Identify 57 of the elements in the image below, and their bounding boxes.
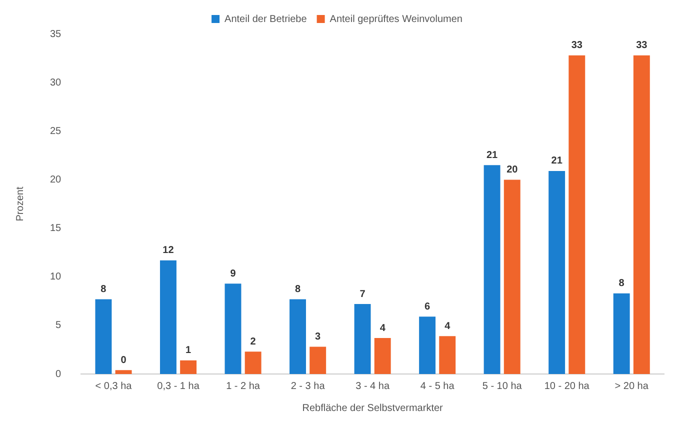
bar: [548, 170, 566, 374]
legend-label: Anteil der Betriebe: [224, 14, 308, 25]
x-axis-title: Rebfläche der Selbstvermarkter: [302, 402, 444, 414]
data-label: 4: [444, 320, 451, 332]
data-label: 9: [230, 268, 236, 280]
data-label: 33: [636, 40, 648, 52]
bar: [95, 299, 112, 374]
data-label: 3: [315, 332, 322, 343]
bar: [374, 338, 391, 374]
y-tick-label: 30: [50, 77, 62, 88]
legend-label: Anteil geprüftes Weinvolumen: [330, 14, 462, 25]
y-tick-label: 25: [50, 126, 62, 137]
data-label: 8: [294, 284, 301, 295]
data-label: 2: [250, 336, 256, 348]
bar: [504, 180, 520, 374]
data-label: 21: [551, 156, 563, 167]
y-tick-label: 5: [56, 320, 62, 332]
data-label: 4: [380, 322, 386, 334]
x-tick-label: 0,3 - 1 ha: [157, 380, 200, 392]
bar: [568, 55, 586, 374]
bar: [419, 316, 436, 374]
x-tick-label: 5 - 10 ha: [482, 380, 522, 392]
data-label: 33: [571, 40, 583, 52]
x-tick-label: 3 - 4 ha: [356, 380, 390, 392]
bar: [310, 346, 326, 374]
data-label: 8: [100, 284, 107, 295]
bar: [633, 55, 650, 374]
bar: [244, 352, 262, 374]
x-tick-label: < 0,3 ha: [95, 380, 132, 392]
bar: [160, 260, 176, 374]
bar: [115, 370, 132, 374]
data-label: 12: [162, 245, 174, 256]
y-tick-label: 20: [50, 174, 62, 186]
data-label: 6: [424, 301, 431, 312]
bar: [354, 304, 371, 374]
bar: [439, 336, 456, 374]
x-tick-label: > 20 ha: [614, 380, 649, 392]
x-tick-label: 1 - 2 ha: [226, 380, 260, 392]
data-label: 7: [360, 288, 366, 300]
bar: [180, 360, 197, 374]
y-tick-label: 10: [50, 272, 62, 283]
data-label: 8: [618, 278, 625, 290]
data-label: 1: [186, 345, 192, 356]
y-tick-label: 35: [50, 28, 62, 40]
bar: [613, 293, 630, 374]
x-tick-label: 10 - 20 ha: [544, 380, 590, 392]
y-tick-label: 15: [50, 223, 62, 234]
data-label: 20: [506, 164, 518, 176]
x-tick-label: 2 - 3 ha: [290, 380, 326, 392]
bar: [290, 299, 306, 374]
bar: [484, 165, 500, 374]
y-axis-title: Prozent: [14, 186, 26, 222]
data-label: 0: [120, 354, 127, 366]
x-tick-label: 4 - 5 ha: [420, 380, 455, 392]
y-tick-label: 0: [56, 368, 62, 380]
data-label: 21: [486, 150, 498, 161]
bar: [224, 284, 242, 374]
